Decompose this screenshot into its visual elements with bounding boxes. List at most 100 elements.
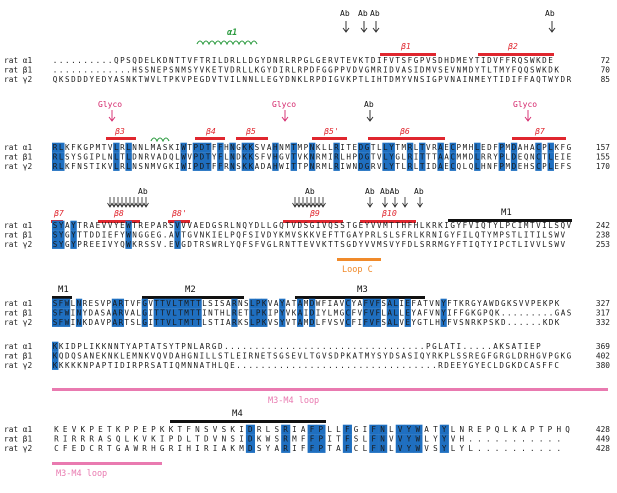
- residue: E: [450, 361, 455, 370]
- residue: L: [328, 308, 333, 317]
- residue: V: [322, 351, 327, 360]
- identity-highlight: [307, 434, 317, 444]
- residue: T: [475, 56, 480, 65]
- residue: M: [285, 230, 290, 239]
- identity-highlight: [369, 443, 379, 453]
- identity-highlight: [357, 142, 365, 153]
- residue: V: [200, 65, 205, 74]
- residue: V: [322, 221, 327, 230]
- residue: K: [426, 221, 431, 230]
- residue: P: [193, 143, 198, 152]
- residue: T: [77, 230, 82, 239]
- residue: H: [220, 308, 225, 317]
- residue: G: [310, 221, 315, 230]
- residue: Y: [89, 75, 94, 84]
- residue: I: [126, 361, 131, 370]
- residue: M: [292, 434, 297, 443]
- residue: Y: [71, 240, 76, 249]
- residue: T: [124, 299, 129, 308]
- residue: P: [536, 342, 541, 351]
- residue: L: [414, 240, 419, 249]
- residue: P: [444, 351, 449, 360]
- identity-highlight: [198, 142, 206, 153]
- residue: K: [242, 152, 247, 161]
- residue: A: [358, 299, 363, 308]
- residue: T: [493, 65, 498, 74]
- residue: V: [536, 221, 541, 230]
- residue: V: [213, 434, 218, 443]
- residue: V: [469, 221, 474, 230]
- residue: .: [519, 318, 524, 327]
- identity-highlight: [63, 298, 71, 309]
- residue: F: [542, 361, 547, 370]
- residue: R: [145, 361, 150, 370]
- residue: I: [230, 75, 235, 84]
- residue: W: [126, 230, 131, 239]
- residue: E: [457, 361, 462, 370]
- residue: D: [499, 361, 504, 370]
- strand-bar-b5: [236, 137, 268, 140]
- residue: V: [108, 143, 113, 152]
- residue: G: [322, 65, 327, 74]
- residue: .: [486, 444, 491, 453]
- residue: D: [334, 351, 339, 360]
- residue: C: [536, 143, 541, 152]
- residue: R: [469, 351, 474, 360]
- residue-end-number: 170: [596, 162, 610, 171]
- residue: D: [549, 318, 554, 327]
- residue: E: [405, 318, 410, 327]
- identity-highlight: [192, 152, 200, 162]
- alignment-row: rat γ2 C F E D C R T G A W R H G R I H I R I A K M D S Y A R I F F P T A F…: [4, 443, 610, 453]
- residue: P: [548, 425, 553, 434]
- residue: I: [279, 65, 284, 74]
- residue: .: [408, 361, 413, 370]
- residue: A: [226, 318, 231, 327]
- residue: K: [102, 162, 107, 171]
- residue: N: [77, 318, 82, 327]
- residue: R: [283, 434, 288, 443]
- residue: E: [304, 240, 309, 249]
- identity-highlight: [245, 434, 256, 444]
- alignment-block: rat α1 S F W L N R E S V P A R T V F G V T T V L T M T T L S I S A R N S L…: [4, 298, 610, 327]
- alignment-block: rat α1.......... Q P S Q D E L K D N T T V F T R I L D R L L D G…: [4, 56, 610, 84]
- residue: L: [102, 152, 107, 161]
- residue: Y: [280, 308, 285, 317]
- residue: Q: [475, 230, 480, 239]
- residue: L: [475, 162, 480, 171]
- residue: P: [96, 152, 101, 161]
- residue: P: [549, 299, 554, 308]
- residue: H: [469, 143, 474, 152]
- residue: Y: [83, 308, 88, 317]
- residue: G: [354, 425, 359, 434]
- residue: K: [53, 361, 58, 370]
- residue: .: [346, 342, 351, 351]
- residue: L: [125, 434, 130, 443]
- residue: V: [395, 65, 400, 74]
- residue: N: [77, 299, 82, 308]
- identity-highlight: [272, 152, 279, 162]
- residue: .: [71, 65, 76, 74]
- residue: A: [151, 342, 156, 351]
- residue: D: [469, 152, 474, 161]
- residue: I: [377, 56, 382, 65]
- identity-highlight: [180, 142, 187, 153]
- residue: D: [512, 143, 517, 152]
- residue: E: [96, 240, 101, 249]
- identity-highlight: [357, 152, 365, 162]
- residue: I: [292, 425, 297, 434]
- alignment-row: rat γ2 S Y G Y P R E E I V Y Q W K R S S V. E V G D T R S W R L Y Q F S F…: [4, 239, 610, 249]
- residue: S: [340, 240, 345, 249]
- identity-highlight: [261, 308, 268, 318]
- residue: V: [130, 299, 135, 308]
- residue: V: [519, 299, 524, 308]
- residue: P: [499, 152, 504, 161]
- residue: K: [359, 56, 364, 65]
- residue: T: [530, 230, 535, 239]
- residue: R: [334, 143, 339, 152]
- residue: L: [414, 230, 419, 239]
- residue: T: [195, 434, 200, 443]
- identity-highlight: [52, 308, 59, 318]
- identity-highlight: [52, 142, 59, 153]
- residue: E: [530, 342, 535, 351]
